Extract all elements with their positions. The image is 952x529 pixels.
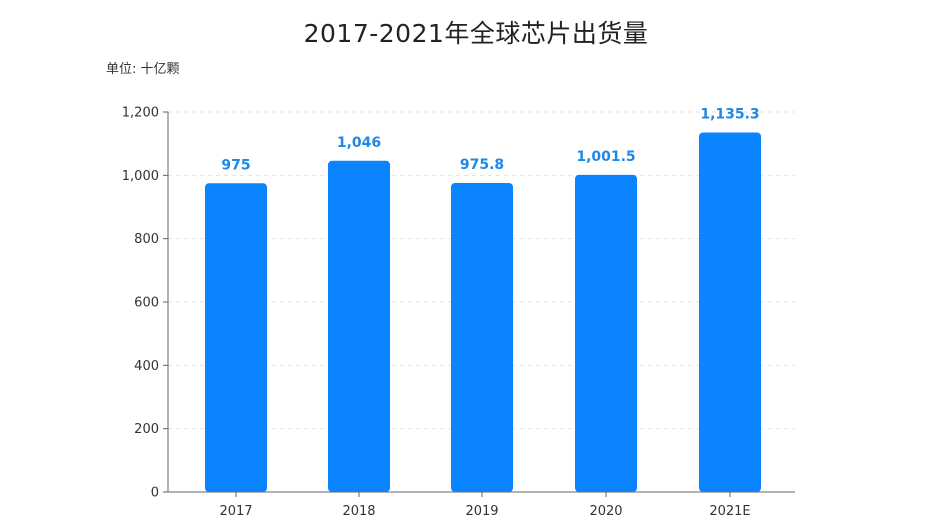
bar <box>451 182 513 492</box>
unit-label: 单位: 十亿颗 <box>106 62 180 77</box>
x-tick-label: 2017 <box>219 504 252 519</box>
x-tick-label: 2020 <box>589 504 622 519</box>
x-tick-label: 2018 <box>342 504 375 519</box>
bar <box>205 183 267 492</box>
y-tick-label: 800 <box>134 232 159 247</box>
x-tick-label: 2019 <box>465 504 498 519</box>
y-tick-label: 0 <box>151 486 159 501</box>
data-label: 975 <box>221 157 250 173</box>
data-label: 1,135.3 <box>700 106 759 122</box>
y-tick-label: 200 <box>134 422 159 437</box>
bar <box>575 174 637 492</box>
y-tick-label: 1,200 <box>122 106 159 121</box>
data-label: 975.8 <box>460 157 504 173</box>
data-label: 1,001.5 <box>576 149 635 165</box>
bar <box>328 160 390 492</box>
data-label: 1,046 <box>337 135 381 151</box>
bars <box>205 132 761 492</box>
y-tick-label: 600 <box>134 296 159 311</box>
x-tick-label: 2021E <box>709 504 750 519</box>
y-tick-label: 1,000 <box>122 169 159 184</box>
chart-title: 2017-2021年全球芯片出货量 <box>303 19 649 48</box>
data-labels: 975 1,046 975.8 1,001.5 1,135.3 <box>221 106 759 173</box>
y-tick-label: 400 <box>134 359 159 374</box>
bar <box>699 132 761 492</box>
